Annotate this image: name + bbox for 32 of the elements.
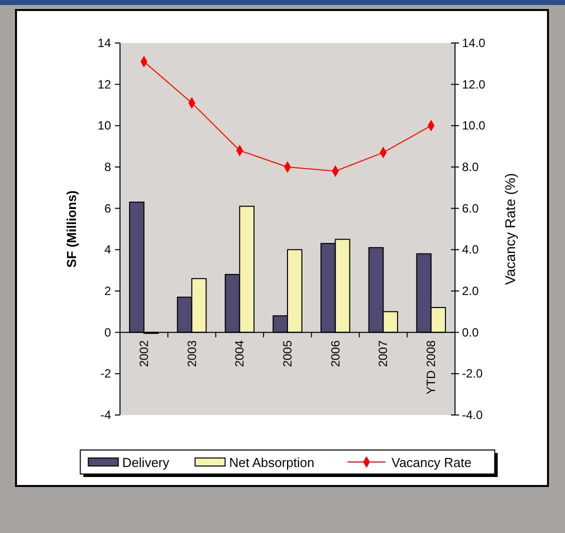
y2-tick-label: 4.0 bbox=[462, 242, 480, 257]
y-tick-label: 12 bbox=[98, 77, 112, 92]
legend-label: Net Absorption bbox=[229, 455, 314, 470]
legend-label: Delivery bbox=[122, 455, 170, 470]
y2-axis-title: Vacancy Rate (%) bbox=[502, 173, 518, 285]
x-tick-label: 2003 bbox=[184, 340, 199, 368]
x-tick-label: 2005 bbox=[280, 340, 294, 368]
y2-tick-label: 12.0 bbox=[462, 77, 486, 92]
legend-label: Vacancy Rate bbox=[392, 455, 472, 470]
y-tick-label: 4 bbox=[104, 242, 112, 257]
y-tick-label: 10 bbox=[98, 118, 112, 133]
y-tick-label: 14 bbox=[98, 36, 112, 50]
y2-tick-label: 2.0 bbox=[462, 284, 480, 298]
x-tick-label: 2004 bbox=[232, 340, 247, 368]
y2-tick-label: -4.0 bbox=[462, 408, 484, 422]
y-tick-label: 6 bbox=[104, 201, 112, 216]
y-tick-label: 0 bbox=[104, 325, 112, 340]
y2-tick-label: 14.0 bbox=[462, 36, 486, 50]
y2-tick-label: -2.0 bbox=[462, 366, 484, 381]
y-axis-title: SF (Millions) bbox=[64, 190, 79, 268]
y2-tick-label: 10.0 bbox=[462, 118, 486, 133]
y-tick-label: -4 bbox=[100, 408, 112, 422]
y-tick-label: 8 bbox=[104, 160, 112, 174]
y2-tick-label: 8.0 bbox=[462, 160, 480, 174]
y2-tick-label: 0.0 bbox=[462, 325, 480, 340]
x-tick-label: 2006 bbox=[328, 340, 342, 368]
y2-tick-label: 6.0 bbox=[462, 201, 480, 216]
x-tick-label: 2007 bbox=[376, 340, 390, 368]
x-tick-label: YTD 2008 bbox=[424, 340, 438, 394]
x-tick-label: 2002 bbox=[136, 340, 151, 368]
y-tick-label: 2 bbox=[104, 284, 112, 298]
y-tick-label: -2 bbox=[100, 366, 112, 381]
